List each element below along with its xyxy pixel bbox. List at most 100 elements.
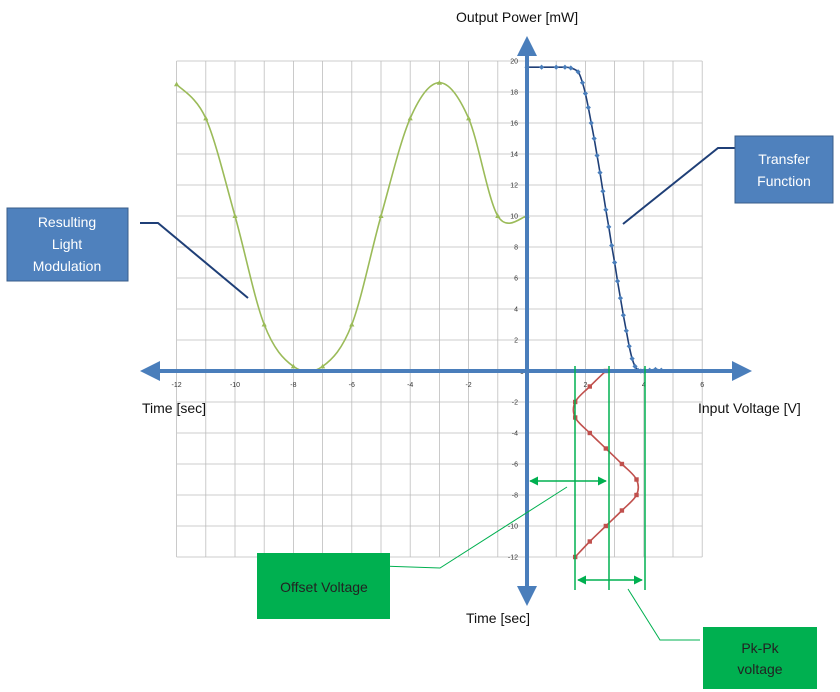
resulting-light-modulation-line-3: Modulation	[33, 258, 102, 274]
transfer-function-line	[527, 66, 662, 372]
offset-voltage-leader	[379, 486, 568, 569]
y-tick-label: 6	[514, 276, 518, 283]
drive-signal-point	[603, 523, 609, 529]
pk-pk-voltage-box	[703, 627, 817, 689]
x-tick-label: -6	[349, 382, 355, 389]
light-modulation-point	[320, 363, 326, 369]
offset-voltage-box	[257, 553, 390, 619]
light-modulation-point	[174, 81, 180, 87]
light-modulation-point	[261, 321, 267, 327]
resulting-light-modulation-line-1: Resulting	[38, 214, 96, 230]
y-tick-label: 18	[510, 90, 518, 97]
output-power-axis-title: Output Power [mW]	[456, 9, 578, 25]
y-tick-label: 2	[514, 338, 518, 345]
pk-pk-voltage-line-1: Pk-Pk	[741, 640, 779, 656]
x-tick-label: 2	[583, 382, 587, 389]
y-tick-label: 20	[510, 59, 518, 66]
transfer-function-series	[524, 64, 664, 374]
x-tick-label: -8	[290, 382, 296, 389]
x-tick-label: -4	[407, 382, 413, 389]
y-tick-label: 4	[514, 307, 518, 314]
transfer-function-point	[620, 312, 626, 318]
horizontal-axis-right-arrowhead	[732, 361, 752, 381]
grid-lines	[176, 60, 703, 558]
drive-signal-point	[587, 384, 592, 389]
transfer-function-point	[612, 259, 618, 266]
offset-voltage-callout: Offset Voltage	[257, 553, 390, 619]
transfer-function-box	[734, 135, 834, 204]
pk-pk-voltage-callout: Pk-Pk voltage	[703, 627, 817, 689]
y-tick-label: 14	[510, 152, 518, 159]
y-tick-label: -6	[512, 462, 518, 469]
transfer-function-point	[591, 135, 597, 142]
y-tick-label: -2	[512, 400, 518, 407]
y-tick-label: 8	[514, 245, 518, 252]
drive-signal-point	[603, 446, 609, 451]
transfer-function-point	[603, 207, 609, 213]
input-voltage-axis-title: Input Voltage [V]	[698, 400, 801, 416]
time-bottom-axis-title: Time [sec]	[466, 610, 530, 626]
resulting-light-modulation-box	[6, 207, 129, 282]
y-tick-label: -8	[512, 493, 518, 500]
transfer-function-leader	[622, 147, 735, 225]
transfer-function-point	[579, 80, 586, 86]
transfer-function-point	[575, 69, 581, 75]
y-tick-labels: 2 4 6 8 10 12 14 16 18 20 -2 -4 -6 -8 -10 -12	[508, 59, 518, 562]
transfer-function-point	[623, 328, 629, 334]
light-modulation-point	[495, 213, 501, 218]
transfer-function-point	[585, 104, 591, 111]
transfer-function-point	[617, 295, 624, 301]
resulting-light-modulation-line-2: Light	[52, 236, 82, 252]
x-tick-labels: -12 -10 -8 -6 -4 -2 2 4 6	[172, 382, 705, 389]
transfer-function-point	[597, 170, 603, 176]
x-tick-label: -12	[172, 382, 182, 389]
x-tick-label: 4	[642, 382, 646, 389]
transfer-function-line-1: Transfer	[758, 151, 810, 167]
transfer-function-point	[539, 64, 545, 70]
transfer-function-point	[626, 343, 632, 349]
light-modulation-point	[232, 213, 238, 218]
light-modulation-point	[378, 213, 384, 218]
transfer-function-callout: Transfer Function	[734, 135, 834, 204]
time-left-axis-title: Time [sec]	[142, 400, 206, 416]
drive-signal-point	[634, 492, 639, 498]
resulting-light-modulation-leader	[140, 222, 249, 299]
y-tick-label: -4	[512, 431, 518, 438]
transfer-function-point	[588, 120, 594, 126]
resulting-light-modulation-callout: Resulting Light Modulation	[6, 207, 129, 282]
transfer-function-point	[562, 64, 568, 70]
pk-pk-voltage-leader	[627, 588, 700, 641]
light-modulation-point	[349, 321, 355, 327]
light-modulation-point	[407, 115, 413, 121]
vertical-axis-up-arrowhead	[517, 36, 537, 56]
x-tick-label: 6	[700, 382, 704, 389]
pk-pk-voltage-line-2: voltage	[737, 661, 782, 677]
y-tick-label: 16	[510, 121, 518, 128]
transfer-function-point	[629, 356, 635, 362]
transfer-function-point	[632, 363, 638, 369]
transfer-function-point	[594, 152, 600, 159]
light-modulation-point	[203, 115, 209, 121]
y-tick-label: -10	[508, 524, 518, 531]
drive-signal-point	[634, 477, 639, 482]
drive-signal-point	[619, 508, 625, 513]
drive-signal-point	[587, 430, 592, 436]
x-tick-label: -10	[230, 382, 240, 389]
x-tick-label: -2	[465, 382, 471, 389]
y-tick-label: -12	[508, 555, 518, 562]
transfer-function-point	[606, 224, 612, 230]
y-tick-label: 10	[510, 214, 518, 221]
drive-signal-point	[587, 539, 592, 544]
offset-voltage-label: Offset Voltage	[280, 579, 368, 595]
transfer-function-point	[609, 242, 615, 249]
horizontal-axis-left-arrowhead	[140, 361, 160, 381]
light-modulation-point	[436, 80, 442, 85]
vertical-axis-down-arrowhead	[517, 586, 537, 606]
transfer-function-point	[553, 64, 559, 70]
transfer-function-point	[600, 188, 606, 194]
drive-signal-point	[619, 461, 625, 467]
transfer-function-point	[582, 90, 588, 97]
voltage-annotations	[529, 366, 646, 590]
light-modulation-point	[466, 115, 472, 121]
